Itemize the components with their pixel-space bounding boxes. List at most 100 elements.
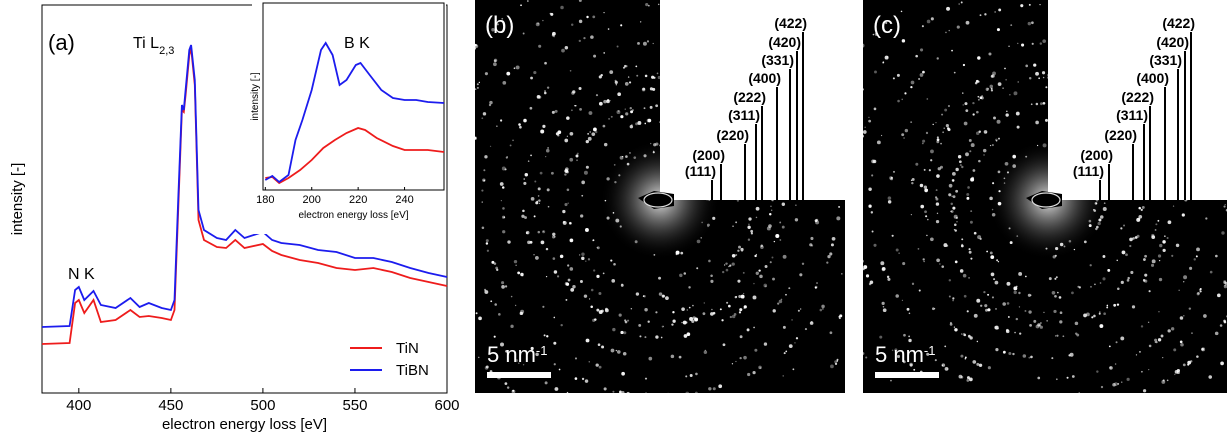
spot bbox=[994, 280, 999, 285]
spot bbox=[568, 422, 570, 424]
spot bbox=[935, 219, 940, 224]
spot bbox=[726, 301, 729, 304]
spot bbox=[820, 121, 823, 125]
spot bbox=[1155, 223, 1158, 226]
spot bbox=[780, 298, 783, 301]
spot bbox=[785, 293, 787, 296]
spot bbox=[1039, 325, 1043, 329]
spot bbox=[1134, 236, 1138, 239]
spot bbox=[735, 296, 738, 298]
spot bbox=[478, 81, 481, 84]
spot bbox=[1097, 221, 1101, 226]
spot bbox=[970, 400, 971, 401]
spot bbox=[808, 102, 813, 107]
spot bbox=[815, 135, 817, 137]
spot bbox=[465, 213, 467, 215]
spot bbox=[1223, 279, 1227, 283]
spot bbox=[1076, 125, 1080, 130]
scale-bar-text: 5 nm bbox=[875, 342, 924, 367]
spot bbox=[715, 86, 720, 90]
spot bbox=[1155, 134, 1158, 137]
spot bbox=[554, 109, 558, 113]
spot bbox=[1052, 152, 1055, 155]
spot bbox=[1128, 157, 1131, 160]
spot bbox=[827, 255, 831, 259]
spot bbox=[896, 73, 900, 77]
spot bbox=[603, 11, 605, 14]
spot bbox=[708, 115, 713, 120]
spot bbox=[677, 5, 680, 8]
spot bbox=[716, 73, 719, 77]
spot bbox=[830, 96, 834, 100]
spot bbox=[1054, 20, 1059, 24]
spot bbox=[850, 104, 853, 107]
spot bbox=[1064, 89, 1067, 92]
spot bbox=[628, 81, 632, 84]
spot bbox=[695, 318, 698, 321]
spot bbox=[962, 273, 967, 278]
spot bbox=[1054, 21, 1057, 23]
spot bbox=[1031, 42, 1034, 45]
spot bbox=[970, 143, 975, 148]
spot bbox=[810, 159, 813, 162]
spot bbox=[525, 230, 530, 235]
index-label: (220) bbox=[1104, 127, 1137, 143]
spot bbox=[1217, 293, 1221, 298]
spot bbox=[960, 375, 964, 379]
spot bbox=[1012, 352, 1015, 356]
spot bbox=[578, 19, 583, 24]
spot bbox=[1121, 250, 1126, 255]
spot bbox=[943, 127, 945, 129]
spot bbox=[781, 225, 785, 229]
spot bbox=[720, 33, 723, 35]
annotation: Ti L2,3 bbox=[133, 35, 174, 57]
spot bbox=[616, 350, 621, 354]
spot bbox=[1042, 39, 1046, 43]
spot bbox=[566, 116, 570, 120]
spot bbox=[729, 264, 732, 267]
spot bbox=[1035, 102, 1039, 106]
spot bbox=[998, 190, 1001, 193]
spot bbox=[592, 239, 595, 242]
spot bbox=[810, 236, 814, 241]
spot bbox=[635, 122, 638, 126]
spot bbox=[815, 139, 817, 141]
spot bbox=[521, 214, 525, 218]
spot bbox=[1157, 137, 1161, 141]
spot bbox=[987, 366, 991, 370]
spot bbox=[708, 114, 712, 118]
spot bbox=[530, 346, 534, 351]
spot bbox=[1035, 71, 1039, 76]
spot bbox=[804, 328, 808, 331]
spot bbox=[586, 15, 589, 19]
spot bbox=[529, 106, 533, 110]
spot bbox=[1212, 134, 1215, 137]
spot bbox=[652, 87, 656, 91]
x-tick-label: 200 bbox=[303, 194, 321, 206]
spot bbox=[644, 377, 648, 380]
spot bbox=[496, 23, 499, 26]
spot bbox=[838, 146, 841, 149]
spot bbox=[746, 328, 750, 332]
spot bbox=[1179, 82, 1184, 87]
spot bbox=[1106, 306, 1109, 309]
spot bbox=[1025, 64, 1029, 68]
spot bbox=[1196, 292, 1200, 296]
spot bbox=[980, 96, 984, 100]
spot bbox=[782, 375, 784, 377]
spot bbox=[730, 56, 733, 59]
spot bbox=[1015, 111, 1020, 116]
spot bbox=[540, 240, 545, 245]
spot bbox=[1148, 290, 1151, 293]
spot bbox=[1015, 317, 1019, 321]
spot bbox=[763, 342, 768, 346]
spot bbox=[829, 331, 833, 335]
spot bbox=[851, 107, 854, 110]
spot bbox=[664, 76, 666, 78]
spot bbox=[712, 311, 716, 315]
spot bbox=[731, 314, 736, 319]
spot bbox=[685, 391, 690, 393]
spot bbox=[764, 160, 768, 164]
spot bbox=[759, 274, 763, 279]
spot bbox=[573, 424, 575, 426]
